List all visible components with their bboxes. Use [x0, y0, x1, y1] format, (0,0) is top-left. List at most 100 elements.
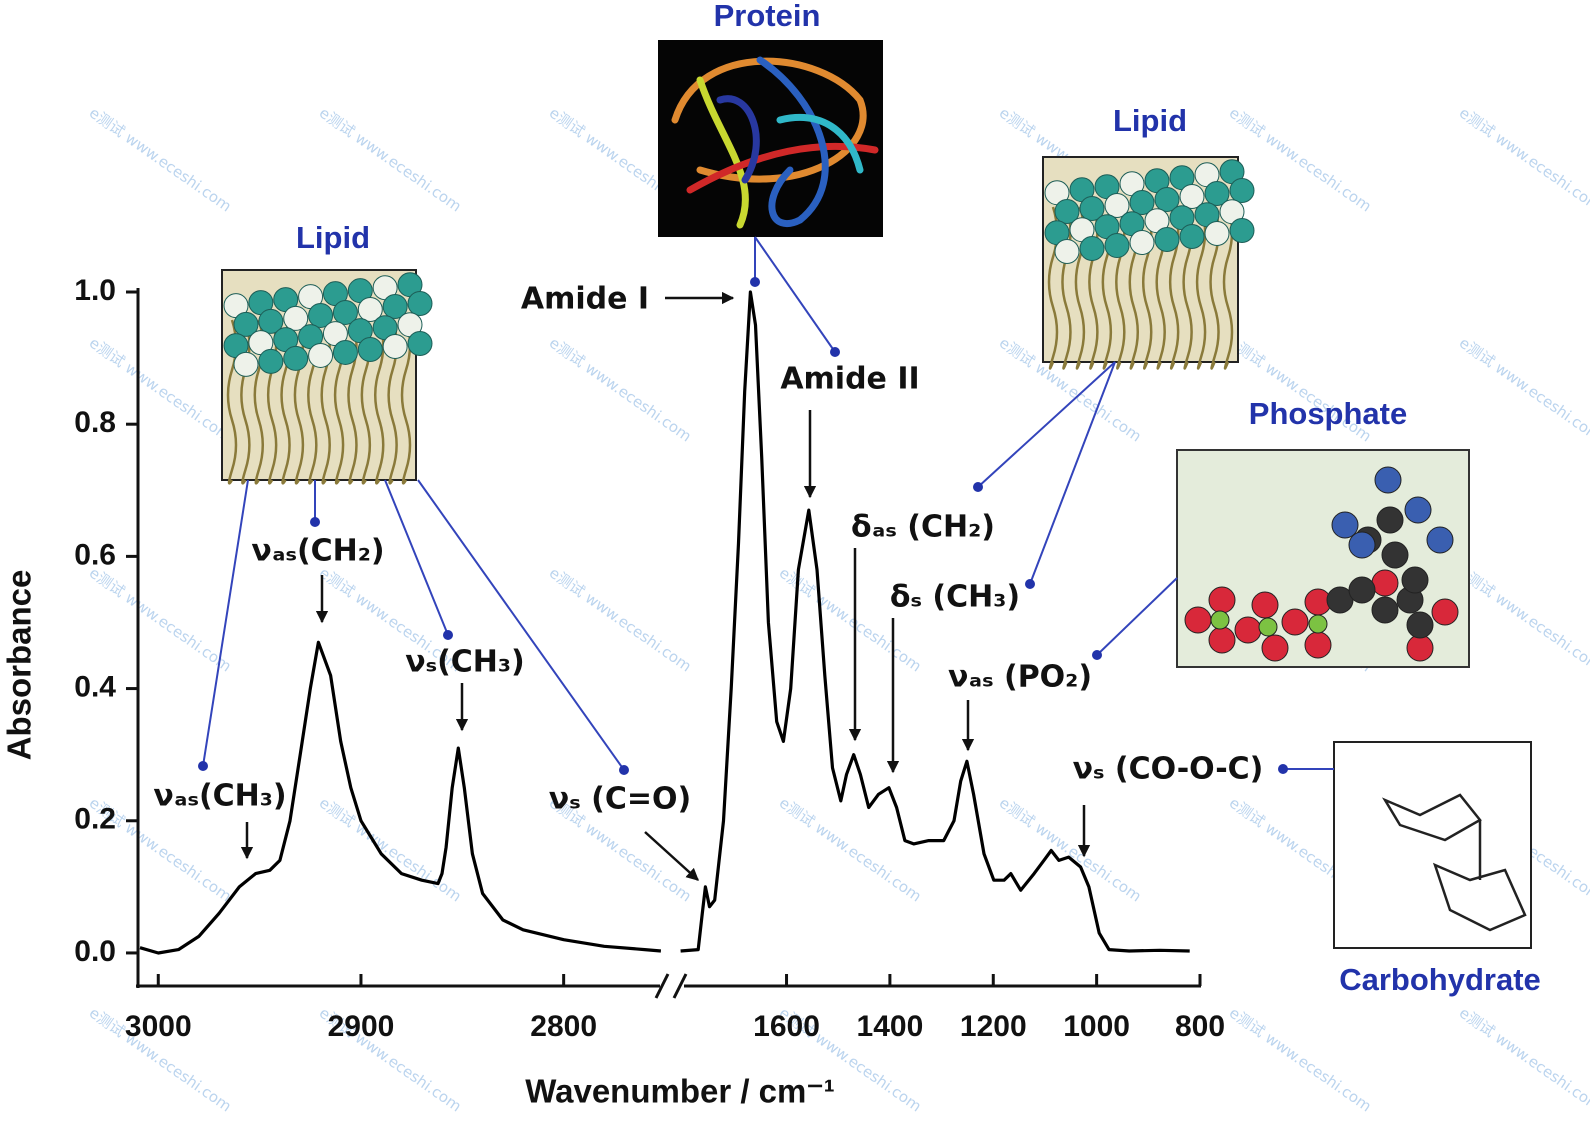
lipid-head [407, 291, 433, 317]
connector-dot [198, 761, 208, 771]
x-tick-label: 2900 [328, 1010, 395, 1043]
connector [977, 361, 1116, 488]
atom [1251, 591, 1279, 619]
carbohydrate-image [1333, 741, 1532, 949]
x-tick-label: 1200 [960, 1010, 1027, 1043]
lipid-head [308, 302, 334, 328]
lipid-head [382, 334, 408, 360]
connector [754, 236, 836, 353]
atom [1281, 608, 1309, 636]
lipid-head [1229, 178, 1255, 204]
connector [417, 479, 625, 771]
lipid-head [283, 305, 309, 331]
atom [1208, 626, 1236, 654]
atom [1404, 496, 1432, 524]
atom [1261, 634, 1289, 662]
protein-ribbon [716, 95, 760, 184]
connector-dot [443, 630, 453, 640]
x-axis-label: Wavenumber / cm⁻¹ [525, 1073, 835, 1110]
connector [1096, 577, 1178, 656]
lipid-head [258, 348, 284, 374]
atom [1406, 611, 1434, 639]
annotation-arrow [644, 831, 699, 881]
lipid-tail [1222, 206, 1234, 370]
spectrum-line [139, 640, 662, 955]
y-tick-label: 0.8 [74, 406, 116, 439]
lipid-head [1129, 230, 1155, 256]
axis-break [672, 973, 688, 999]
lipid-head [1229, 218, 1255, 244]
connector [384, 479, 449, 636]
protein-ribbon [696, 76, 749, 229]
lipid-head [357, 296, 383, 322]
connector-dot [619, 765, 629, 775]
connector-dot [973, 482, 983, 492]
annotation: νₛ(CH₃) [405, 645, 525, 680]
annotation: νₛ (C=O) [549, 782, 691, 817]
protein-ribbon [776, 113, 864, 174]
atom [1208, 586, 1236, 614]
annotation: Amide II [780, 362, 919, 397]
atom [1401, 566, 1429, 594]
atom [1426, 526, 1454, 554]
atom [1234, 616, 1262, 644]
annotation: νₐₛ(CH₂) [251, 534, 384, 569]
group-label: Protein [714, 0, 821, 33]
atom [1308, 614, 1328, 634]
annotation: δₛ (CH₃) [890, 580, 1020, 615]
lipid-head [1079, 236, 1105, 262]
lipid-head [1054, 199, 1080, 225]
atom [1371, 569, 1399, 597]
connector-dot [830, 347, 840, 357]
atom [1348, 576, 1376, 604]
lipid-head [1054, 239, 1080, 265]
atom [1184, 606, 1212, 634]
lipid-head [357, 336, 383, 362]
atom [1331, 511, 1359, 539]
connector [202, 479, 249, 767]
y-axis-label: Absorbance [1, 570, 38, 761]
x-tick-label: 1000 [1063, 1010, 1130, 1043]
annotation: δₐₛ (CH₂) [851, 510, 995, 545]
connector-dot [1025, 579, 1035, 589]
lipid-head [1079, 196, 1105, 222]
annotation: νₐₛ(CH₃) [153, 779, 286, 814]
x-tick-label: 1400 [857, 1010, 924, 1043]
lipid-head [258, 308, 284, 334]
x-tick-label: 800 [1175, 1010, 1225, 1043]
lipid-head [407, 331, 433, 357]
lipid-head [233, 351, 259, 377]
atom [1304, 631, 1332, 659]
y-tick-label: 0.6 [74, 538, 116, 571]
connector [1029, 361, 1116, 585]
atom [1376, 506, 1404, 534]
lipid-head [308, 342, 334, 368]
lipid-head [1129, 190, 1155, 216]
group-label: Lipid [1113, 103, 1187, 138]
atom [1381, 541, 1409, 569]
x-tick-label: 3000 [125, 1010, 192, 1043]
group-label: Carbohydrate [1339, 962, 1541, 997]
connector-dot [750, 277, 760, 287]
lipid-head [332, 299, 358, 325]
lipid-head [1179, 224, 1205, 250]
y-tick-label: 1.0 [74, 274, 116, 307]
lipid-head [1204, 221, 1230, 247]
lipid-head [283, 345, 309, 371]
atom [1406, 634, 1434, 662]
connector-dot [1278, 764, 1288, 774]
annotation: νₐₛ (PO₂) [948, 660, 1092, 695]
atom [1431, 598, 1459, 626]
sugar-ring [1381, 793, 1527, 932]
protein-ribbon [756, 56, 829, 228]
lipid-head [233, 311, 259, 337]
atom [1258, 617, 1278, 637]
atom [1348, 531, 1376, 559]
lipid-tail [373, 319, 385, 485]
atom [1374, 466, 1402, 494]
y-tick-label: 0.4 [74, 670, 116, 703]
lipid-head [382, 294, 408, 320]
lipid-tail [400, 319, 412, 485]
lipid-head [332, 339, 358, 365]
